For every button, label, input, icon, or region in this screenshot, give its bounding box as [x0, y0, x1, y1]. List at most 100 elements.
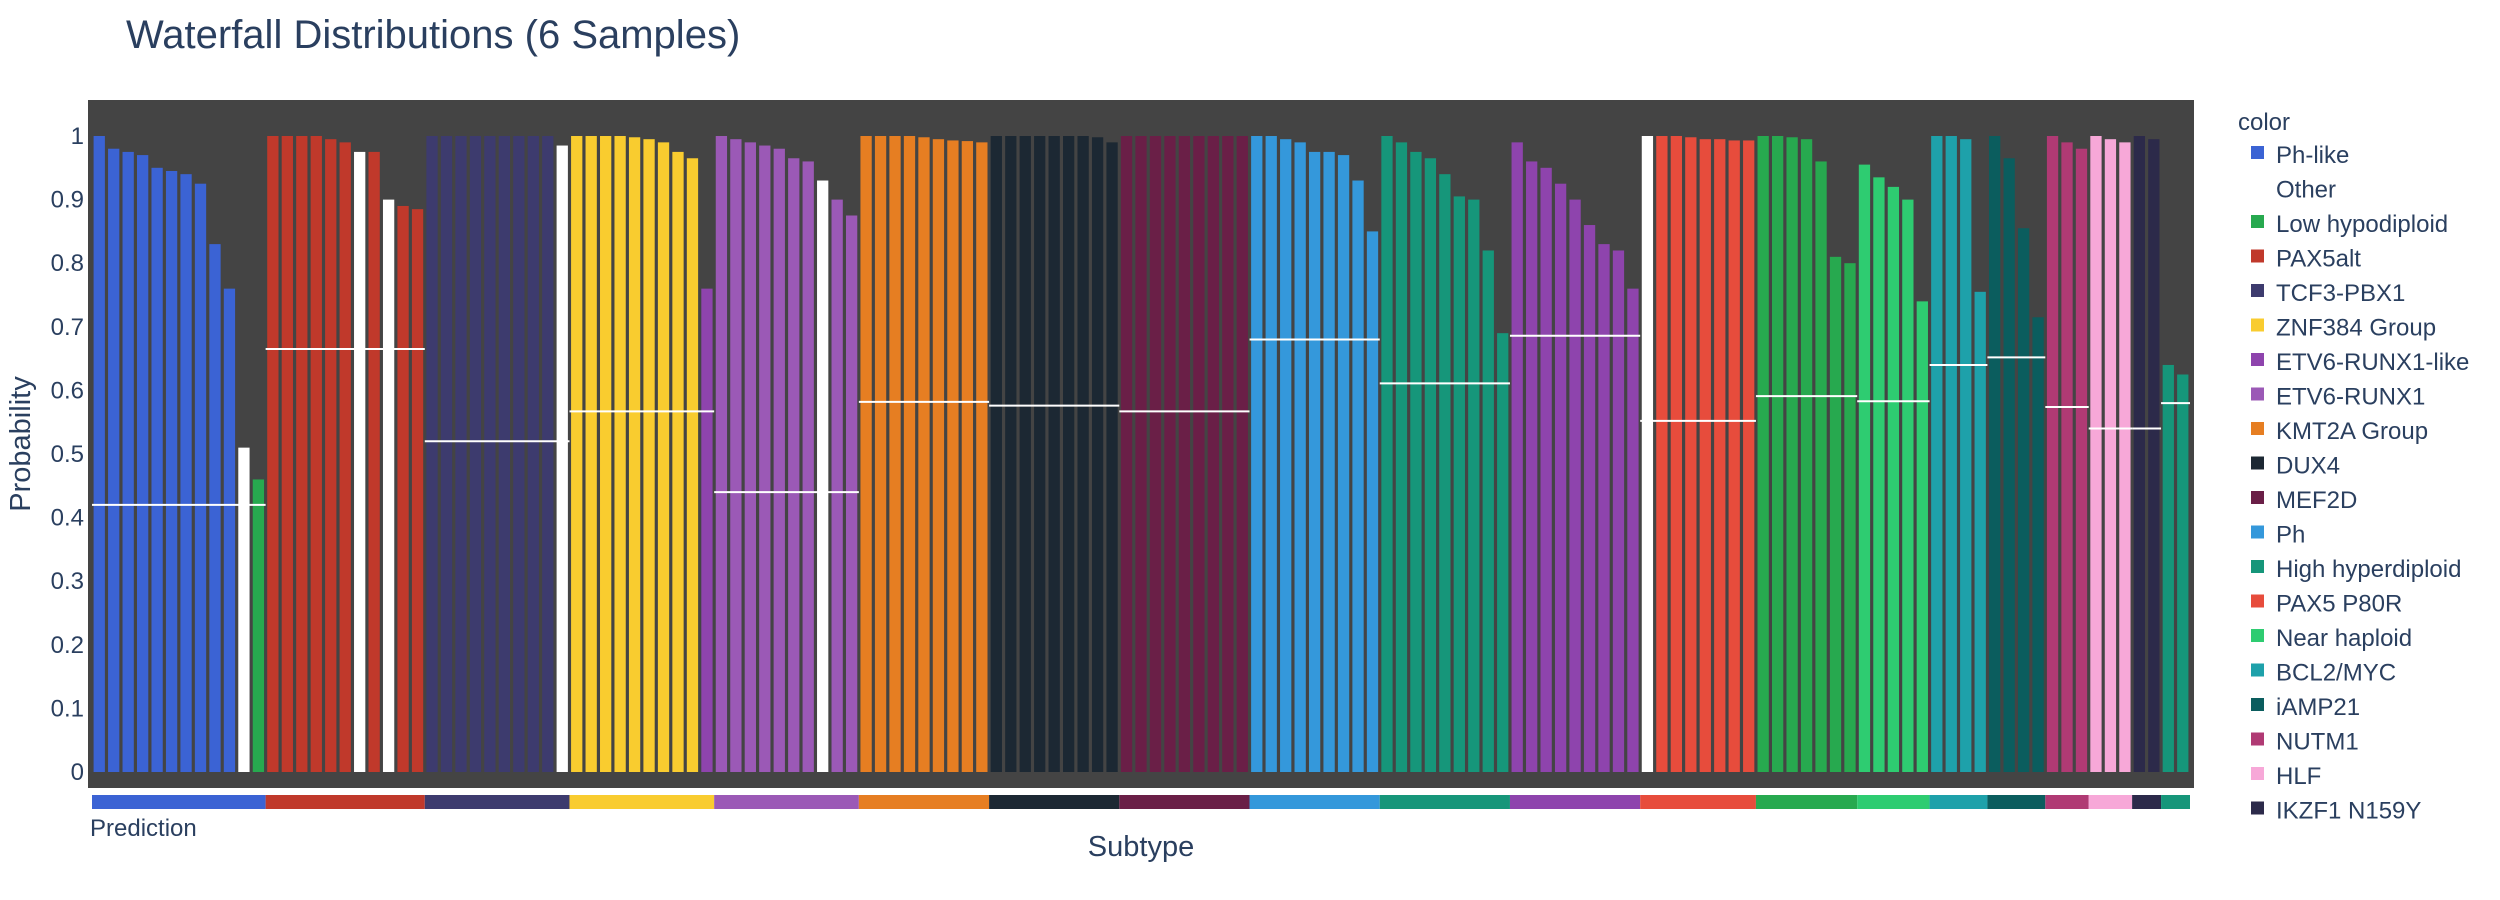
bar-other[interactable] — [382, 199, 395, 773]
bar-pax5alt[interactable] — [296, 136, 308, 772]
bar-low-hypodiploid[interactable] — [1786, 137, 1798, 772]
bar-other[interactable] — [238, 447, 250, 772]
bar-znf384-group[interactable] — [571, 136, 583, 772]
bar-ph-like[interactable] — [122, 151, 134, 772]
bar-tcf3-pbx1[interactable] — [527, 136, 539, 772]
bar-etv6-runx1[interactable] — [715, 136, 728, 772]
bar-etv6-runx1-like[interactable] — [1554, 183, 1567, 772]
bar-dux4[interactable] — [1048, 136, 1060, 772]
legend-item-high-hyperdiploid[interactable]: High hyperdiploid — [2251, 556, 2461, 583]
bar-near-haploid[interactable] — [1916, 301, 1928, 772]
legend-item-iamp21[interactable]: iAMP21 — [2251, 694, 2360, 721]
bar-znf384-group[interactable] — [672, 151, 684, 772]
bar-etv6-runx1[interactable] — [845, 215, 858, 773]
bar-znf384-group[interactable] — [585, 136, 597, 772]
bar-kmt2a-group[interactable] — [903, 136, 916, 772]
bar-pax5alt[interactable] — [368, 151, 380, 772]
bar-kmt2a-group[interactable] — [961, 141, 974, 773]
bar-kmt2a-group[interactable] — [874, 136, 887, 772]
bar-ph-like[interactable] — [137, 155, 149, 772]
bar-nutm1[interactable] — [2075, 148, 2088, 773]
bar-znf384-group[interactable] — [628, 137, 641, 772]
bar-etv6-runx1-like[interactable] — [1569, 199, 1581, 773]
bar-mef2d[interactable] — [1135, 136, 1147, 772]
bar-ph[interactable] — [1366, 231, 1379, 772]
bar-kmt2a-group[interactable] — [976, 142, 988, 773]
bar-etv6-runx1-like[interactable] — [1526, 161, 1538, 772]
bar-high-hyperdiploid[interactable] — [1439, 174, 1451, 772]
legend-item-dux4[interactable]: DUX4 — [2251, 453, 2340, 480]
legend-item-ph-like[interactable]: Ph-like — [2251, 142, 2349, 169]
bar-pax5alt[interactable] — [310, 136, 322, 772]
bar-near-haploid[interactable] — [1887, 186, 1900, 772]
bar-kmt2a-group[interactable] — [918, 137, 930, 772]
bar-ph[interactable] — [1251, 136, 1263, 772]
bar-high-hyperdiploid[interactable] — [1395, 142, 1408, 773]
bar-low-hypodiploid[interactable] — [1800, 139, 1813, 772]
legend-item-tcf3-pbx1[interactable]: TCF3-PBX1 — [2251, 280, 2405, 307]
bar-pax5-p80r[interactable] — [1685, 137, 1697, 772]
bar-mef2d[interactable] — [1164, 136, 1176, 772]
bar-pax5-p80r[interactable] — [1670, 136, 1682, 772]
bar-mef2d[interactable] — [1120, 136, 1133, 772]
bar-kmt2a-group[interactable] — [889, 136, 901, 772]
legend-item-low-hypodiploid[interactable]: Low hypodiploid — [2251, 211, 2448, 238]
bar-pax5alt[interactable] — [339, 142, 351, 773]
bar-high-hyperdiploid[interactable] — [1424, 158, 1437, 772]
bar-high-hyperdiploid[interactable] — [1468, 199, 1480, 773]
bar-hlf[interactable] — [2104, 139, 2117, 772]
bar-znf384-group[interactable] — [657, 142, 670, 773]
bar-bcl2-myc[interactable] — [1945, 136, 1957, 772]
bar-ph[interactable] — [1323, 151, 1335, 772]
bar-pax5-p80r[interactable] — [1656, 136, 1668, 772]
legend-item-nutm1[interactable]: NUTM1 — [2251, 729, 2359, 756]
bar-pax5-p80r[interactable] — [1699, 139, 1711, 772]
bar-pax5-p80r[interactable] — [1714, 139, 1726, 772]
bar-znf384-group[interactable] — [600, 136, 612, 772]
bar-znf384-group[interactable] — [614, 136, 626, 772]
bar-hlf[interactable] — [2119, 142, 2131, 773]
bar-dux4[interactable] — [990, 136, 1002, 772]
bar-low-hypodiploid[interactable] — [1815, 161, 1827, 772]
legend[interactable]: color Ph-like Other Low hypodiploid PAX5alt… — [2238, 109, 2469, 825]
bar-etv6-runx1[interactable] — [744, 142, 756, 773]
bar-ph-like[interactable] — [165, 170, 178, 773]
bar-etv6-runx1-like[interactable] — [1540, 167, 1552, 773]
bar-low-hypodiploid[interactable] — [252, 479, 265, 772]
bar-low-hypodiploid[interactable] — [1829, 256, 1842, 773]
legend-item-near-haploid[interactable]: Near haploid — [2251, 625, 2412, 652]
bar-ph-like[interactable] — [194, 183, 207, 772]
bar-tcf3-pbx1[interactable] — [469, 136, 482, 772]
bar-kmt2a-group[interactable] — [932, 139, 945, 772]
bar-nutm1[interactable] — [2046, 136, 2059, 772]
legend-item-kmt2a-group[interactable]: KMT2A Group — [2251, 418, 2428, 445]
bar-tcf3-pbx1[interactable] — [426, 136, 438, 772]
legend-item-pax5-p80r[interactable]: PAX5 P80R — [2251, 591, 2402, 618]
bar-ikzf1-n159y[interactable] — [2148, 139, 2160, 772]
legend-item-hlf[interactable]: HLF — [2251, 763, 2321, 790]
bar-high-hyperdiploid[interactable] — [2177, 374, 2189, 773]
bar-etv6-runx1-like[interactable] — [1627, 288, 1639, 772]
bar-etv6-runx1-like[interactable] — [1598, 244, 1610, 772]
legend-item-etv6-runx1-like[interactable]: ETV6-RUNX1-like — [2251, 349, 2469, 376]
legend-item-znf384-group[interactable]: ZNF384 Group — [2251, 315, 2436, 342]
bar-ph[interactable] — [1265, 136, 1277, 772]
bar-other[interactable] — [556, 145, 568, 773]
bar-mef2d[interactable] — [1178, 136, 1191, 772]
bar-dux4[interactable] — [1063, 136, 1075, 772]
bar-tcf3-pbx1[interactable] — [484, 136, 496, 772]
bar-near-haploid[interactable] — [1873, 177, 1885, 773]
bar-high-hyperdiploid[interactable] — [1410, 151, 1422, 772]
bar-ph[interactable] — [1280, 139, 1292, 772]
bar-low-hypodiploid[interactable] — [1757, 136, 1769, 772]
bar-etv6-runx1[interactable] — [759, 145, 771, 773]
bar-mef2d[interactable] — [1236, 136, 1248, 772]
bar-mef2d[interactable] — [1222, 136, 1234, 772]
bar-etv6-runx1-like[interactable] — [701, 288, 713, 772]
bar-etv6-runx1[interactable] — [802, 161, 814, 772]
bar-etv6-runx1[interactable] — [773, 148, 785, 773]
bar-other[interactable] — [354, 151, 366, 772]
bar-high-hyperdiploid[interactable] — [1453, 196, 1465, 773]
bar-low-hypodiploid[interactable] — [1771, 136, 1784, 772]
bar-pax5-p80r[interactable] — [1743, 140, 1755, 772]
